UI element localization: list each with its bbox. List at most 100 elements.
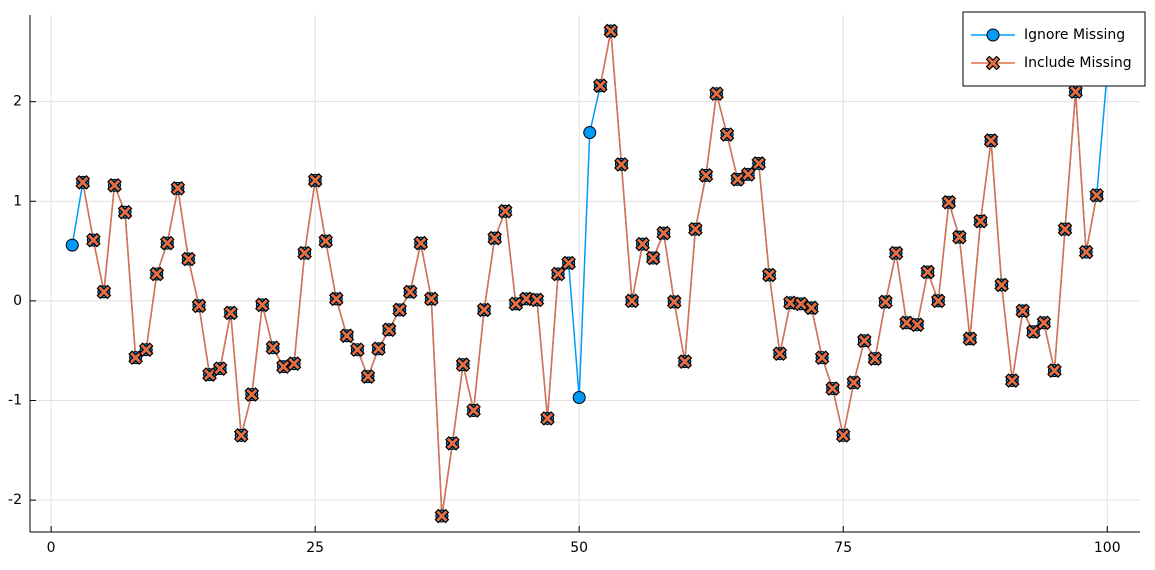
data-point [328, 291, 344, 307]
data-point [793, 296, 809, 312]
data-point [561, 255, 576, 271]
data-point [909, 317, 925, 333]
data-point [603, 23, 619, 39]
data-point [624, 293, 640, 309]
legend-box [962, 11, 1146, 87]
data-point [350, 342, 365, 358]
data-point [1015, 303, 1031, 319]
data-point [688, 221, 703, 237]
data-point [360, 369, 376, 384]
data-point [339, 328, 355, 344]
data-point [455, 357, 471, 372]
data-point [117, 204, 133, 220]
data-point [1036, 315, 1052, 331]
data-point [888, 245, 904, 261]
y-tick-label: 2 [13, 94, 22, 110]
x-tick-label: 75 [834, 540, 852, 556]
data-point [962, 331, 978, 347]
data-point [476, 302, 492, 318]
data-point [719, 127, 735, 142]
x-tick-label: 25 [306, 540, 324, 556]
data-point [856, 333, 872, 349]
data-point [645, 250, 661, 266]
data-point [381, 322, 397, 338]
y-tick-label: 1 [13, 193, 22, 209]
data-point [286, 356, 302, 371]
data-point [371, 341, 386, 357]
data-point [392, 302, 407, 318]
data-point [740, 167, 756, 182]
data-point [244, 387, 260, 402]
data-point [233, 428, 249, 443]
data-point [635, 236, 650, 252]
data-point [212, 361, 228, 376]
series-line [71, 30, 1109, 517]
data-point [825, 381, 841, 396]
data-point [434, 508, 450, 524]
data-point [804, 300, 819, 316]
data-point [583, 126, 597, 140]
data-point [550, 266, 566, 282]
data-point [86, 232, 101, 248]
data-point [107, 177, 122, 193]
legend-label: Include Missing [1024, 55, 1132, 71]
data-point [592, 78, 608, 94]
data-point [994, 277, 1009, 293]
data-point [1068, 84, 1083, 100]
x-tick-label: 50 [570, 540, 588, 556]
data-point [572, 391, 586, 405]
data-point [170, 180, 186, 196]
y-tick-label: -2 [8, 492, 22, 508]
data-point [846, 375, 862, 390]
legend-label: Ignore Missing [1024, 27, 1125, 43]
data-point [181, 251, 196, 267]
data-point [614, 157, 629, 172]
data-point [497, 203, 513, 219]
legend-marker [986, 28, 1000, 42]
data-point [65, 238, 79, 252]
data-point [413, 235, 429, 251]
data-point [930, 293, 946, 309]
y-tick-label: -1 [8, 393, 22, 409]
data-point [445, 435, 460, 451]
data-point [307, 173, 323, 188]
data-point [297, 245, 312, 261]
data-point [814, 350, 830, 366]
legend-marker [985, 55, 1001, 71]
data-point [709, 86, 724, 102]
data-point [223, 305, 239, 321]
data-point [255, 297, 270, 313]
data-point [1078, 244, 1094, 260]
data-point [941, 194, 957, 210]
data-point [159, 235, 175, 251]
data-point [983, 133, 999, 148]
data-point [772, 346, 788, 362]
y-tick-label: 0 [13, 293, 22, 309]
data-point [1089, 187, 1105, 203]
data-point [751, 156, 767, 171]
series-line [82, 30, 1098, 517]
data-point [529, 292, 545, 308]
data-point [466, 403, 481, 418]
data-point [920, 264, 936, 280]
data-point [96, 284, 112, 300]
data-point [656, 225, 672, 241]
x-tick-label: 100 [1094, 540, 1121, 556]
data-point [402, 284, 418, 300]
data-point [761, 267, 777, 283]
plot-area [65, 23, 1114, 524]
data-point [666, 294, 682, 310]
data-point [952, 229, 967, 245]
data-point [867, 351, 883, 367]
data-point [138, 342, 154, 358]
data-point [423, 291, 439, 307]
data-point [698, 168, 714, 183]
data-point [540, 411, 555, 426]
data-point [878, 294, 893, 310]
data-point [487, 230, 503, 246]
data-point [265, 340, 281, 356]
data-point [973, 213, 988, 229]
data-point [1057, 221, 1073, 237]
